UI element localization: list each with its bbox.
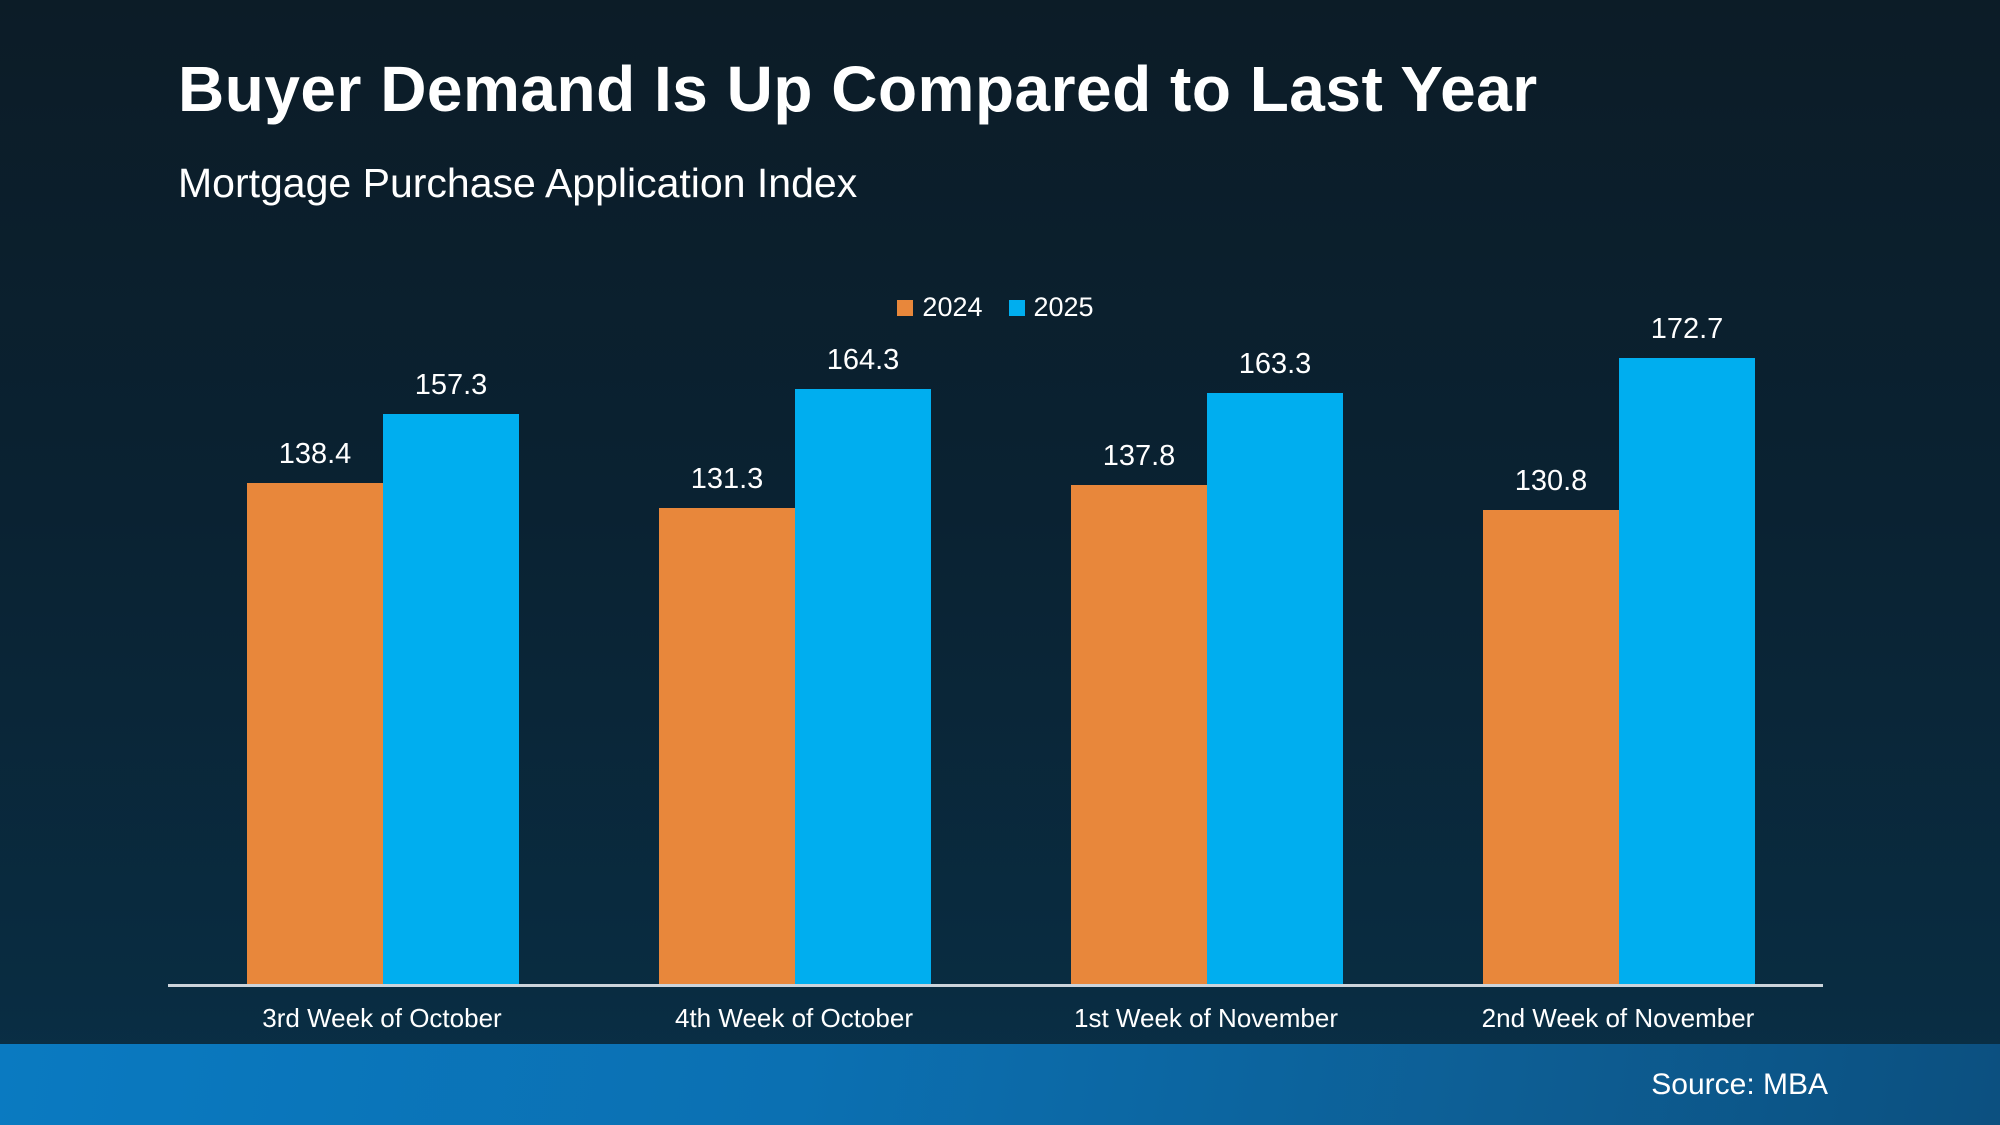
- bar-2024: [659, 508, 795, 984]
- legend-swatch-2024-icon: [897, 299, 914, 316]
- legend-label-2024: 2024: [922, 292, 983, 322]
- x-axis-label: 1st Week of November: [1074, 1003, 1338, 1033]
- bar-2025: [1619, 358, 1755, 984]
- value-label-2025: 157.3: [414, 369, 488, 402]
- chart-subtitle: Mortgage Purchase Application Index: [178, 160, 858, 206]
- bar-group-week3: 137.8 163.3: [1071, 332, 1343, 984]
- legend-item-2024: 2024: [897, 292, 983, 323]
- bar-2025: [795, 388, 931, 984]
- value-label-2024: 130.8: [1514, 465, 1588, 498]
- value-label-2024: 137.8: [1102, 439, 1176, 472]
- x-axis-label: 3rd Week of October: [262, 1003, 502, 1033]
- bar-2024: [1071, 484, 1207, 984]
- source-text: Source: MBA: [1651, 1067, 1828, 1101]
- bar-col-2024: 137.8: [1071, 440, 1207, 984]
- bar-2024: [247, 482, 383, 984]
- bar-2025: [383, 414, 519, 984]
- plot-area: 138.4 157.3 131.3 164.3 137.8: [168, 313, 1823, 987]
- bar-col-2025: 172.7: [1619, 313, 1755, 984]
- bar-group-week2: 131.3 164.3: [659, 332, 931, 984]
- value-label-2024: 131.3: [690, 463, 764, 496]
- footer-bar: Source: MBA: [0, 1044, 2000, 1125]
- bar-2024: [1483, 510, 1619, 984]
- bar-col-2024: 131.3: [659, 463, 795, 984]
- legend: 2024 2025: [168, 292, 1823, 323]
- bar-group-week1: 138.4 157.3: [247, 332, 519, 984]
- value-label-2025: 172.7: [1650, 313, 1724, 346]
- x-axis-labels: 3rd Week of October 4th Week of October …: [168, 998, 1823, 1038]
- bar-2025: [1207, 392, 1343, 984]
- bar-col-2024: 130.8: [1483, 465, 1619, 984]
- value-label-2024: 138.4: [278, 437, 352, 470]
- legend-swatch-2025-icon: [1008, 299, 1025, 316]
- x-axis-label: 4th Week of October: [675, 1003, 913, 1033]
- chart-title: Buyer Demand Is Up Compared to Last Year: [178, 53, 1538, 125]
- bar-col-2025: 164.3: [795, 344, 931, 984]
- bar-col-2025: 157.3: [383, 369, 519, 984]
- legend-label-2025: 2025: [1033, 292, 1094, 322]
- bar-group-week4: 130.8 172.7: [1483, 313, 1755, 984]
- bar-col-2024: 138.4: [247, 438, 383, 984]
- x-axis-label: 2nd Week of November: [1481, 1003, 1755, 1033]
- legend-item-2025: 2025: [1008, 292, 1094, 323]
- bar-col-2025: 163.3: [1207, 347, 1343, 984]
- value-label-2025: 163.3: [1238, 347, 1312, 380]
- value-label-2025: 164.3: [826, 343, 900, 376]
